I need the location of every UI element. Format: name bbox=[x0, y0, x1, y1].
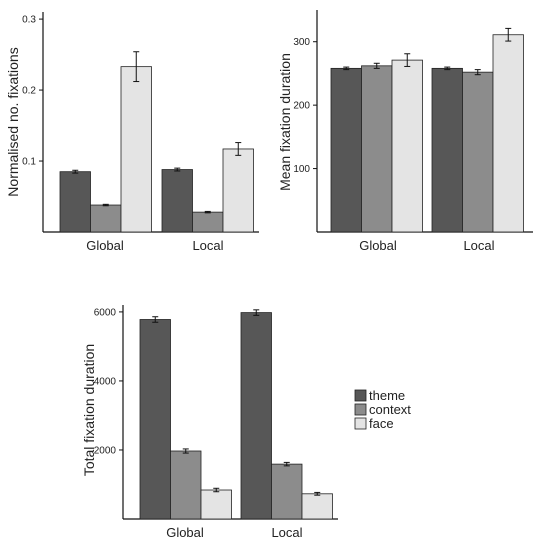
bar-context-local bbox=[271, 463, 303, 520]
legend-swatch-context bbox=[354, 403, 367, 416]
legend-label-theme: theme bbox=[369, 388, 405, 403]
x-category-label: Local bbox=[463, 238, 494, 253]
x-category-label: Global bbox=[86, 238, 124, 253]
bar-face-local bbox=[301, 493, 333, 520]
y-axis-title: Normalised no. fixations bbox=[5, 47, 21, 196]
bar-theme-global bbox=[59, 171, 91, 233]
y-tick-label: 6000 bbox=[94, 307, 117, 318]
legend-label-face: face bbox=[369, 416, 394, 431]
y-tick-label: 100 bbox=[293, 164, 310, 175]
x-category-label: Local bbox=[192, 238, 223, 253]
legend-swatch-theme bbox=[354, 389, 367, 402]
bar-theme-local bbox=[240, 312, 272, 520]
legend-swatch-face bbox=[354, 417, 367, 430]
legend-label-context: context bbox=[369, 402, 411, 417]
x-category-label: Global bbox=[359, 238, 397, 253]
bar-context-local bbox=[192, 211, 224, 233]
y-tick-label: 300 bbox=[293, 37, 310, 48]
bar-face-global bbox=[120, 66, 152, 233]
y-tick-label: 0.2 bbox=[22, 86, 36, 97]
bar-context-local bbox=[462, 71, 494, 233]
bar-context-global bbox=[361, 65, 393, 233]
bar-theme-local bbox=[161, 169, 193, 233]
bar-theme-global bbox=[330, 67, 362, 233]
bar-face-global bbox=[391, 59, 423, 233]
bar-context-global bbox=[90, 204, 122, 233]
y-tick-label: 0.3 bbox=[22, 15, 36, 26]
x-category-label: Local bbox=[271, 525, 302, 540]
bar-theme-global bbox=[139, 319, 171, 520]
bar-face-local bbox=[222, 148, 254, 233]
y-tick-label: 0.1 bbox=[22, 157, 36, 168]
y-axis-title: Mean fixation duration bbox=[277, 53, 293, 191]
y-tick-label: 4000 bbox=[94, 376, 117, 387]
bar-face-local bbox=[492, 34, 524, 233]
y-tick-label: 2000 bbox=[94, 445, 117, 456]
bar-context-global bbox=[170, 450, 202, 520]
bar-theme-local bbox=[431, 67, 463, 233]
bar-face-global bbox=[200, 489, 232, 520]
x-category-label: Global bbox=[166, 525, 204, 540]
y-tick-label: 200 bbox=[293, 101, 310, 112]
chart-panel-1: 0.1 0.2 0.3 Normalised no. fixations Global L… bbox=[5, 12, 259, 253]
chart-panel-3: 2000 4000 6000 Total fixation duration Globa… bbox=[81, 305, 338, 540]
y-axis-title: Total fixation duration bbox=[81, 344, 97, 476]
